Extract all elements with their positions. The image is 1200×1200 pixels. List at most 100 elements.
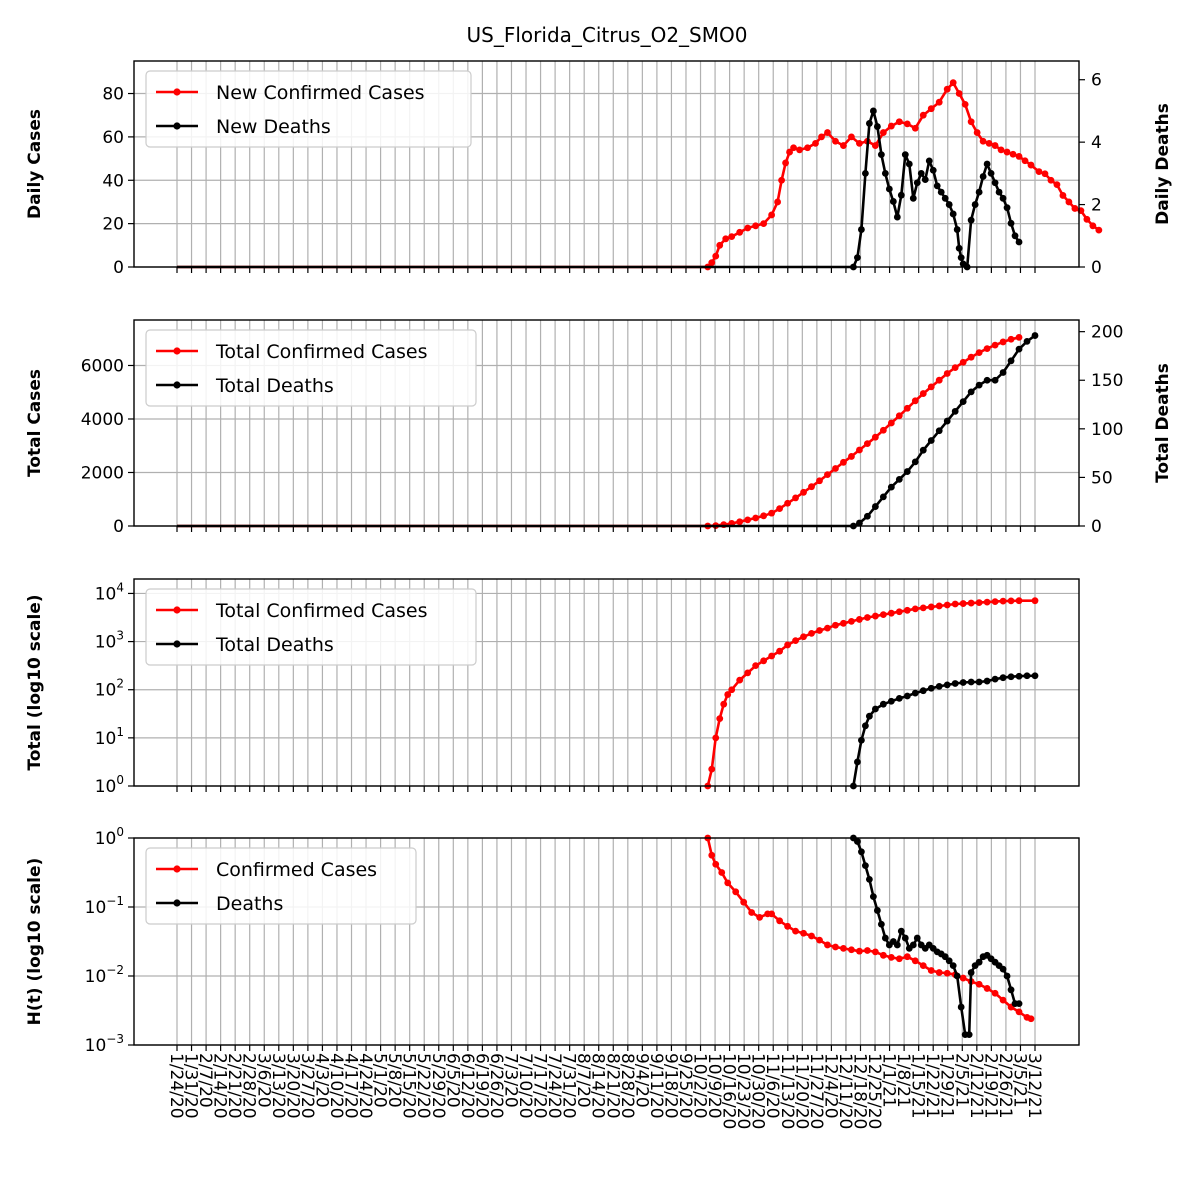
x-tick-label: 2/7/20 (195, 1053, 215, 1108)
cases-series-point (991, 341, 999, 349)
x-axis-ticks: 1/24/201/31/202/7/202/14/202/21/202/28/2… (166, 1053, 1044, 1129)
x-tick-label: 1/22/21 (922, 1053, 942, 1119)
legend-entry: New Confirmed Cases (216, 82, 425, 104)
y-tick-label: 10−2 (85, 963, 124, 987)
x-tick-label: 5/1/20 (370, 1053, 390, 1108)
x-tick-label: 1/31/20 (181, 1053, 201, 1119)
cases-series-point (824, 129, 831, 136)
deaths-series-point (951, 407, 959, 415)
cases-series-point (768, 910, 776, 918)
cases-series-point (712, 860, 720, 868)
cases-series-point (911, 957, 919, 965)
cases-series-point (871, 433, 879, 441)
cases-series-point (879, 129, 887, 136)
cases-series-point (887, 419, 895, 427)
deaths-series-point (957, 254, 965, 262)
cases-series-point (848, 453, 855, 460)
y-tick-label: 102 (95, 677, 124, 701)
y-tick-label: 0 (113, 258, 124, 278)
deaths-series-point (983, 677, 991, 685)
deaths-series-point (893, 941, 901, 949)
x-tick-label: 4/24/20 (355, 1053, 375, 1119)
cases-series-point (776, 647, 783, 655)
y-right-tick-label: 0 (1091, 258, 1102, 278)
cases-series-point (760, 220, 768, 228)
cases-series-point (927, 105, 935, 113)
cases-series-point (1015, 153, 1023, 160)
deaths-series-point (861, 862, 869, 869)
deaths-series-point (917, 169, 925, 177)
deaths-series-point (1003, 204, 1011, 212)
cases-series-point (768, 211, 776, 219)
legend-box (145, 847, 417, 925)
y-right-axis-label: Total Deaths (1153, 363, 1173, 483)
y-tick-label: 2000 (81, 463, 124, 483)
deaths-series-point (895, 694, 903, 702)
deaths-series-point (991, 376, 999, 384)
cases-series-point (808, 483, 815, 491)
cases-series-point (848, 617, 855, 625)
legend: Confirmed Cases Deaths (145, 847, 417, 925)
y-right-axis-label: Daily Deaths (1153, 103, 1173, 225)
cases-series-point (816, 477, 823, 485)
cases-series-point (784, 499, 791, 507)
cases-series-point (943, 85, 951, 93)
x-tick-label: 1/1/21 (879, 1053, 899, 1108)
cases-series-point (1009, 150, 1017, 158)
cases-series-point (1007, 335, 1015, 343)
deaths-series-point (1023, 337, 1031, 345)
deaths-series-point (965, 1031, 973, 1039)
cases-series-point (961, 100, 969, 108)
cases-series-point (943, 969, 951, 977)
deaths-series-point (897, 927, 905, 935)
cases-series-point (903, 404, 911, 412)
cases-series-point (871, 142, 879, 149)
x-tick-label: 4/10/20 (326, 1053, 346, 1119)
cases-series-point (879, 611, 887, 619)
cases-series-point (887, 953, 895, 961)
legend-box (145, 329, 477, 407)
deaths-series-point (903, 468, 911, 475)
y-tick-label: 101 (95, 725, 124, 749)
cases-series-point (1031, 597, 1039, 605)
cases-series-point (991, 598, 999, 606)
cases-series-point (744, 669, 752, 677)
cases-series-point (999, 996, 1007, 1004)
deaths-series-point (1011, 232, 1019, 240)
cases-series-point (935, 98, 943, 106)
legend: New Confirmed Cases New Deaths (145, 70, 472, 148)
deaths-series-point (897, 191, 905, 199)
deaths-series-point (1015, 238, 1023, 246)
cases-series-point (712, 734, 720, 742)
x-tick-label: 12/18/20 (849, 1053, 869, 1129)
x-tick-label: 8/28/20 (617, 1053, 637, 1119)
y-tick-label: 10−3 (85, 1032, 124, 1056)
legend-swatch-marker (173, 381, 181, 389)
legend-swatch-marker (173, 606, 181, 614)
cases-series-point (816, 627, 823, 634)
deaths-series-point (1015, 1000, 1023, 1007)
legend-swatch-marker (173, 347, 181, 355)
y-right-tick-label: 100 (1091, 420, 1123, 440)
cases-series-point (708, 259, 716, 267)
cases-series-point (856, 947, 863, 955)
deaths-series-point (854, 838, 861, 845)
deaths-series-point (1031, 332, 1039, 339)
x-tick-label: 2/12/21 (966, 1053, 986, 1119)
cases-series-point (728, 686, 736, 694)
deaths-series-point (943, 417, 951, 425)
cases-series-point (935, 969, 943, 976)
cases-series-point (752, 222, 760, 230)
x-tick-label: 7/10/20 (515, 1053, 535, 1119)
cases-series-point (959, 600, 967, 607)
cases-series-point (975, 980, 983, 988)
cases-series-point (1015, 597, 1023, 605)
x-tick-label: 12/11/20 (835, 1053, 855, 1129)
cases-series-point (832, 137, 839, 145)
cases-series-point (744, 516, 752, 524)
deaths-series-point (893, 213, 901, 221)
y-tick-label: 104 (95, 580, 124, 604)
x-tick-label: 9/18/20 (660, 1053, 680, 1119)
cases-series-point (949, 79, 957, 87)
deaths-series-point (949, 210, 957, 218)
